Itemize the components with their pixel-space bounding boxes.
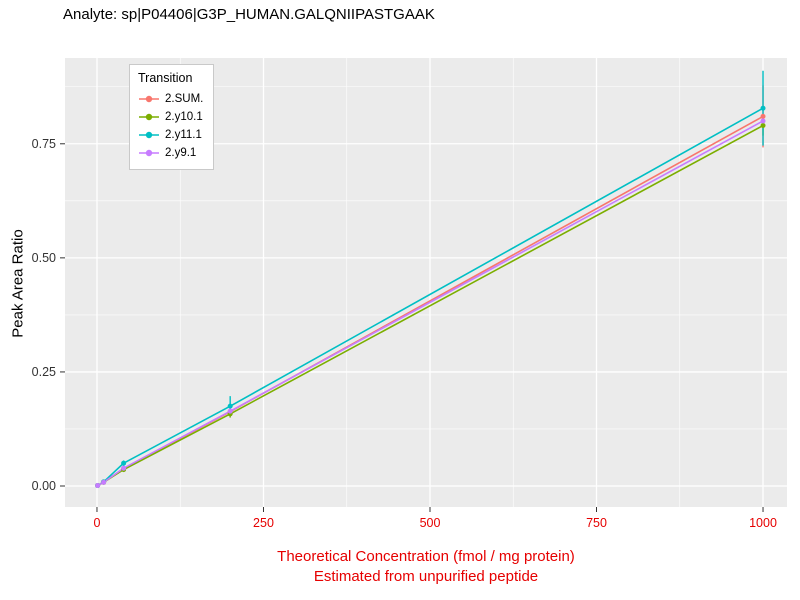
y-tick-label: 0.25: [32, 365, 56, 379]
data-point: [760, 123, 766, 129]
legend-key-icon: [139, 95, 159, 103]
x-tick-label: 500: [420, 516, 441, 530]
data-point: [227, 403, 233, 409]
x-tick-label: 0: [93, 516, 100, 530]
data-point: [760, 105, 766, 111]
y-tick-label: 0.50: [32, 251, 56, 265]
legend-item-label: 2.y10.1: [165, 111, 203, 123]
x-tick-label: 1000: [749, 516, 777, 530]
legend-items: 2.SUM. 2.y10.1 2.y11.1 2.y9.1: [138, 90, 203, 162]
legend-key-icon: [139, 149, 159, 157]
data-point: [101, 479, 107, 485]
legend-item: 2.y9.1: [138, 144, 203, 162]
data-point: [760, 118, 766, 124]
x-tick-label: 250: [253, 516, 274, 530]
y-tick-label: 0.75: [32, 137, 56, 151]
legend-item: 2.SUM.: [138, 90, 203, 108]
legend-key-icon: [139, 113, 159, 121]
x-axis-title: Theoretical Concentration (fmol / mg pro…: [65, 547, 787, 587]
y-tick-label: 0.00: [32, 479, 56, 493]
legend-item-label: 2.SUM.: [165, 93, 204, 105]
legend-item: 2.y11.1: [138, 126, 203, 144]
x-axis-title-line1: Theoretical Concentration (fmol / mg pro…: [277, 548, 575, 565]
data-point: [760, 113, 766, 119]
x-axis-title-line2: Estimated from unpurified peptide: [313, 568, 539, 585]
y-axis-title: Peak Area Ratio: [9, 229, 27, 338]
data-point: [121, 465, 127, 471]
plot-title: Analyte: sp|P04406|G3P_HUMAN.GALQNIIPAST…: [63, 6, 435, 23]
legend-title: Transition: [138, 71, 193, 85]
data-point: [227, 408, 233, 414]
data-point: [95, 483, 101, 489]
legend-item-label: 2.y9.1: [165, 147, 197, 159]
legend-item-label: 2.y11.1: [165, 129, 202, 141]
x-tick-label: 750: [586, 516, 607, 530]
legend-item: 2.y10.1: [138, 108, 203, 126]
legend-key-icon: [139, 131, 159, 139]
legend: Transition 2.SUM. 2.y10.1 2.y11.1 2.y9.1: [129, 64, 215, 170]
data-point: [121, 460, 127, 466]
